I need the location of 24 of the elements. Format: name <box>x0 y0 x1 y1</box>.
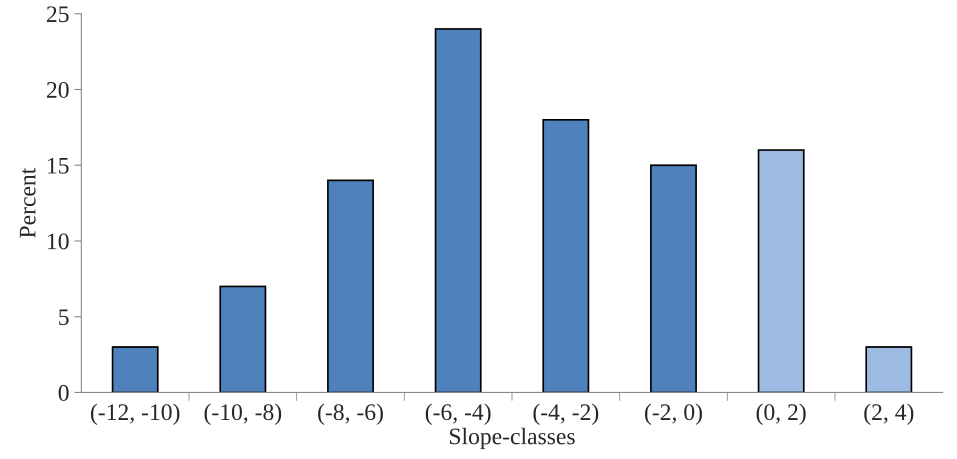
x-tick-label: (0, 2) <box>756 404 806 425</box>
y-tick-label: 10 <box>48 233 69 250</box>
bar <box>758 149 805 392</box>
bar <box>112 346 159 392</box>
bar <box>542 118 590 392</box>
bar <box>327 180 374 392</box>
y-axis-title: Percent <box>20 168 36 238</box>
x-tick-label: (-12, -10) <box>90 404 180 425</box>
bar <box>865 346 912 392</box>
x-axis-title: Slope-classes <box>450 428 575 450</box>
x-tick-label: (-6, -4) <box>426 404 491 425</box>
x-tick-label: (-8, -6) <box>318 404 383 425</box>
bar <box>650 164 697 392</box>
y-tick-label: 0 <box>58 384 69 401</box>
bar <box>434 28 482 392</box>
y-tick-label: 25 <box>46 6 69 22</box>
x-tick-label: (-2, 0) <box>645 404 702 425</box>
y-tick-label: 20 <box>46 82 69 98</box>
x-tick-label: (-4, -2) <box>533 404 598 425</box>
x-tick-label: (2, 4) <box>864 404 914 425</box>
y-tick-label: 15 <box>48 158 69 174</box>
x-tick-label: (-10, -8) <box>204 404 282 425</box>
y-tick-label: 5 <box>59 309 69 326</box>
bar <box>219 286 266 392</box>
